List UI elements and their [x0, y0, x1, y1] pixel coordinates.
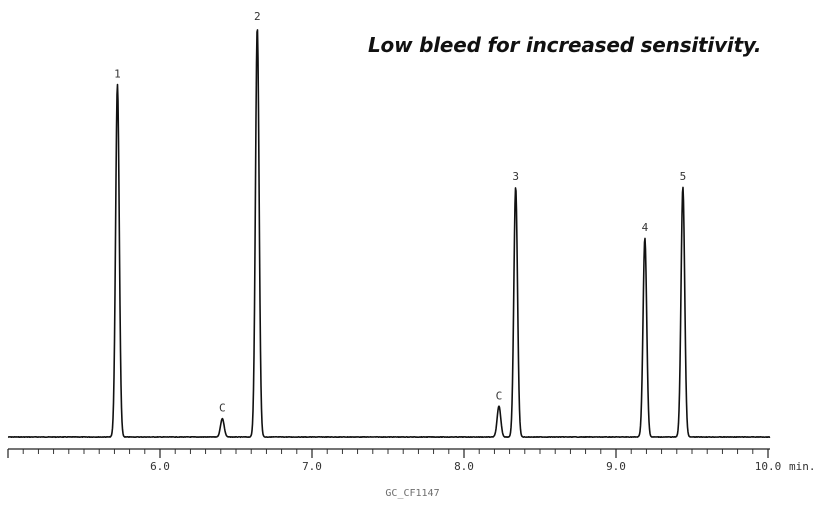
- x-tick-label: 6.0: [150, 460, 170, 473]
- figure-code-text: GC_CF1147: [385, 488, 440, 499]
- headline: Low bleed for increased sensitivity.: [368, 33, 762, 57]
- x-tick-labels: 6.0 7.0 8.0 9.0 10.0: [150, 460, 781, 473]
- x-axis-unit-label: min.: [789, 460, 816, 473]
- figure-code: GC_CF1147: [0, 488, 825, 499]
- peak-labels: 1 C 2 C 3 4 5: [114, 10, 686, 415]
- peak-label: 2: [254, 10, 261, 23]
- x-tick-label: 7.0: [302, 460, 322, 473]
- peak-label: 4: [642, 221, 649, 234]
- peak-label: 5: [680, 170, 687, 183]
- x-tick-label: 10.0: [755, 460, 782, 473]
- peak-label: 3: [512, 170, 519, 183]
- peak-label: 1: [114, 67, 121, 80]
- peak-label: C: [219, 402, 226, 415]
- peak-label: C: [496, 389, 503, 402]
- chromatogram-trace: [7, 29, 771, 439]
- x-axis: [7, 448, 770, 458]
- x-tick-label: 9.0: [606, 460, 626, 473]
- x-tick-label: 8.0: [454, 460, 474, 473]
